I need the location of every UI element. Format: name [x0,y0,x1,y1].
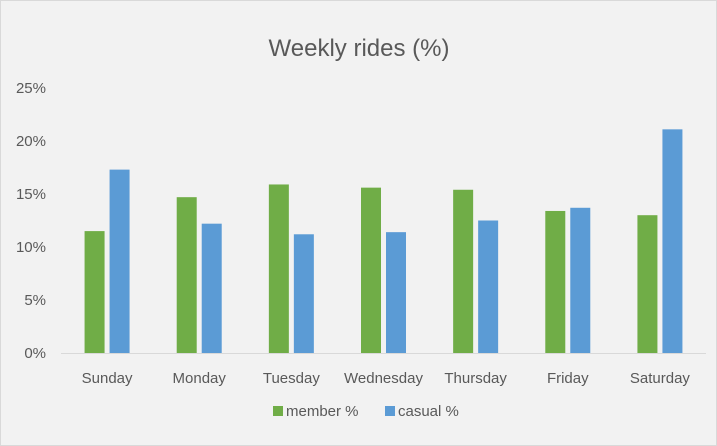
x-axis: Sunday Monday Tuesday Wednesday Thursday Frid… [82,370,691,387]
bar-member-friday [545,210,566,353]
bar-member-thursday [453,189,474,353]
bar-casual-saturday [662,129,683,353]
plot-area [84,129,683,353]
bar-member-saturday [637,215,658,353]
legend-label-casual: casual % [398,403,459,420]
y-tick-label: 25% [16,80,46,97]
bar-member-sunday [84,231,105,353]
chart-title: Weekly rides (%) [269,35,450,62]
x-tick-label: Saturday [630,370,691,387]
legend-swatch-member [273,406,283,416]
bar-member-monday [176,197,197,353]
legend-label-member: member % [286,403,359,420]
bar-casual-tuesday [293,234,314,353]
y-tick-label: 20% [16,133,46,150]
bar-casual-sunday [109,169,130,353]
y-tick-label: 15% [16,186,46,203]
bar-casual-wednesday [386,232,406,353]
bar-casual-monday [201,223,222,353]
bar-casual-friday [570,207,591,353]
x-tick-label: Monday [173,370,227,387]
y-tick-label: 10% [16,239,46,256]
y-axis: 0% 5% 10% 15% 20% 25% [16,80,46,362]
bar-casual-thursday [478,220,499,353]
x-tick-label: Wednesday [344,370,423,387]
x-tick-label: Friday [547,370,589,387]
legend: member % casual % [273,403,459,420]
x-tick-label: Sunday [82,370,133,387]
bar-member-tuesday [268,184,289,353]
bar-member-wednesday [361,187,381,353]
legend-swatch-casual [385,406,395,416]
x-tick-label: Thursday [444,370,507,387]
x-tick-label: Tuesday [263,370,320,387]
y-tick-label: 0% [24,345,46,362]
y-tick-label: 5% [24,292,46,309]
